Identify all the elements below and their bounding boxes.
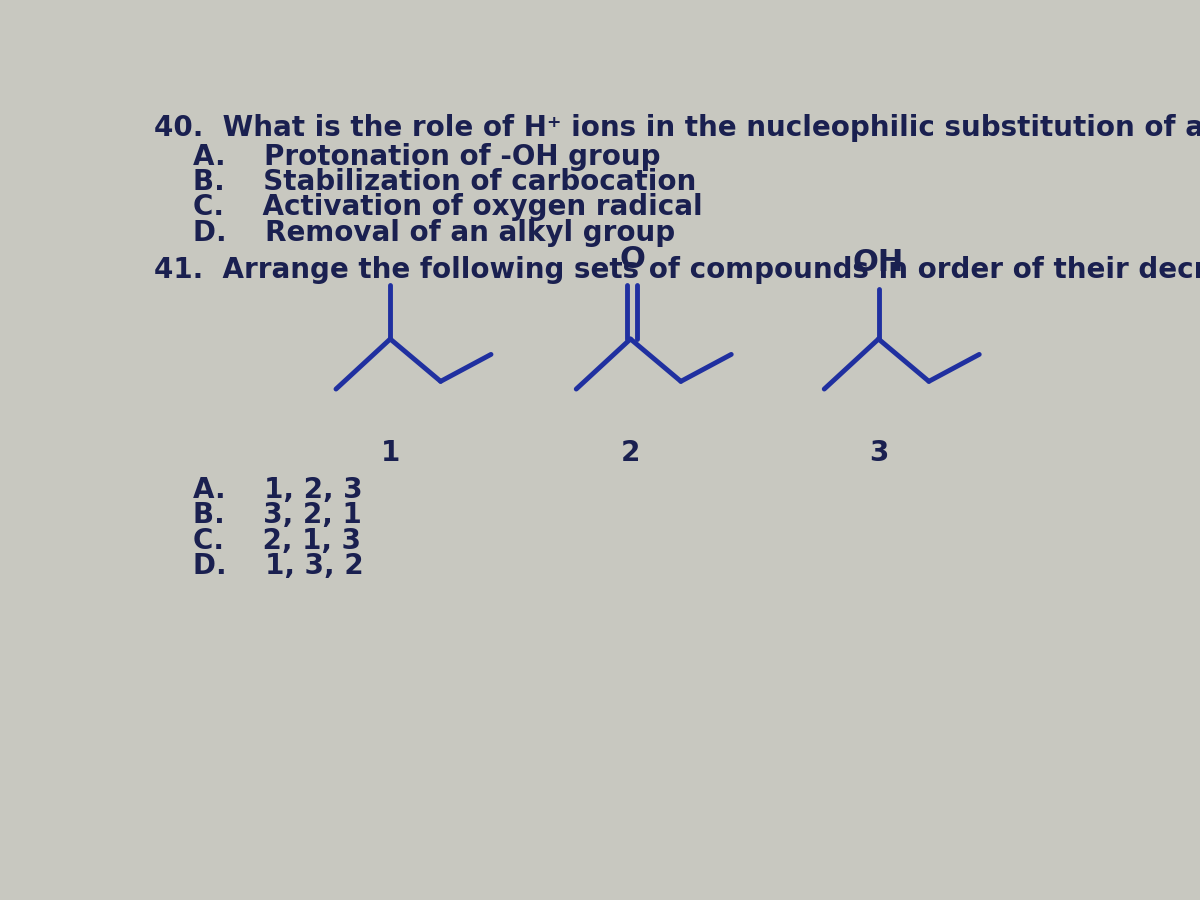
Text: 2: 2 xyxy=(620,439,640,467)
Text: 3: 3 xyxy=(869,439,888,467)
Text: B.    Stabilization of carbocation: B. Stabilization of carbocation xyxy=(193,168,696,196)
Text: A.    1, 2, 3: A. 1, 2, 3 xyxy=(193,476,362,504)
Text: OH: OH xyxy=(853,248,904,277)
Text: 41.  Arrange the following sets of compounds in order of their decreasing boilin: 41. Arrange the following sets of compou… xyxy=(154,256,1200,284)
Text: B.    3, 2, 1: B. 3, 2, 1 xyxy=(193,501,361,529)
Text: 40.  What is the role of H⁺ ions in the nucleophilic substitution of alcohols us: 40. What is the role of H⁺ ions in the n… xyxy=(154,114,1200,142)
Text: C.    2, 1, 3: C. 2, 1, 3 xyxy=(193,526,361,555)
Text: D.    Removal of an alkyl group: D. Removal of an alkyl group xyxy=(193,219,674,247)
Text: 1: 1 xyxy=(380,439,400,467)
Text: A.    Protonation of -OH group: A. Protonation of -OH group xyxy=(193,142,660,171)
Text: C.    Activation of oxygen radical: C. Activation of oxygen radical xyxy=(193,194,702,221)
Text: O: O xyxy=(619,245,644,274)
Text: D.    1, 3, 2: D. 1, 3, 2 xyxy=(193,553,364,580)
